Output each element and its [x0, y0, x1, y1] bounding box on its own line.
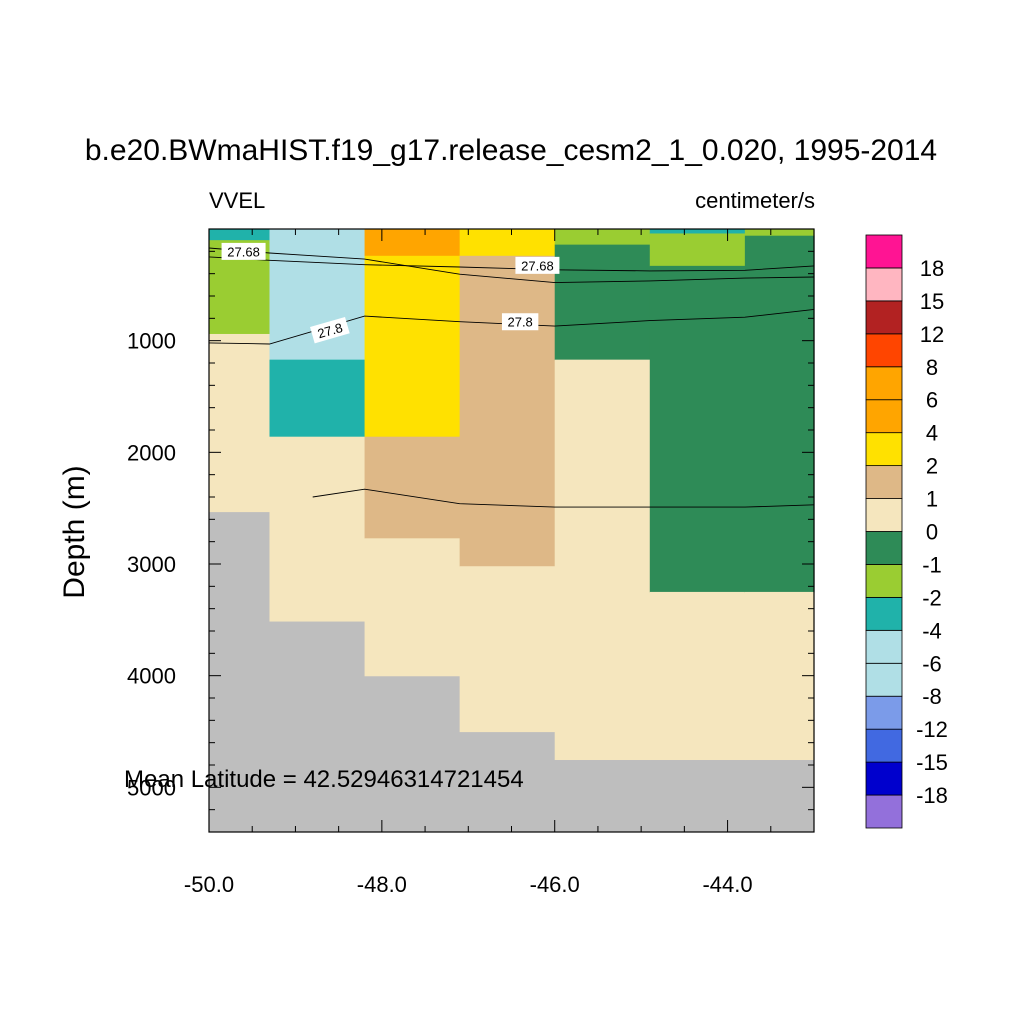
velocity-cell — [554, 244, 651, 361]
velocity-cell — [554, 359, 651, 761]
colorbar-swatch — [865, 761, 903, 796]
colorbar-swatch — [865, 399, 903, 434]
x-tick-label: -48.0 — [357, 872, 407, 897]
colorbar-swatch — [865, 629, 903, 664]
colorbar-swatch — [865, 728, 903, 763]
colorbar-swatch — [865, 300, 903, 335]
x-tick-label: -50.0 — [184, 872, 234, 897]
contour-label-box — [310, 316, 350, 344]
velocity-cell — [364, 255, 461, 438]
colorbar-label: -15 — [916, 750, 948, 775]
colorbar-label: 2 — [926, 454, 938, 479]
axes-frame: -50.0 -48.0 -46.0 -44.0 1000 2000 3000 4000 5000 — [127, 228, 815, 897]
colorbar-swatch — [865, 695, 903, 730]
colorbar-label: 12 — [920, 322, 944, 347]
mean-latitude-annotation: Mean Latitude = 42.52946314721454 — [124, 766, 524, 793]
x-tick-label: -46.0 — [530, 872, 580, 897]
velocity-cell — [649, 591, 746, 761]
contour-label: 27.68 — [221, 242, 266, 260]
contour-label-box — [515, 256, 560, 274]
colorbar-swatch — [865, 366, 903, 401]
velocity-cell — [459, 229, 556, 257]
density-contour-line — [208, 247, 815, 284]
contour-label-text: 27.68 — [227, 244, 260, 259]
contour-labels: 27.68 27.68 27.8 27.8 — [221, 242, 560, 344]
colorbar-label: -2 — [922, 585, 942, 610]
colorbar-label: -6 — [922, 651, 942, 676]
velocity-cell — [269, 436, 366, 622]
y-tick-label: 2000 — [127, 440, 176, 465]
velocity-cell — [459, 255, 556, 567]
colorbar-label: -18 — [916, 783, 948, 808]
colorbar-swatch — [865, 662, 903, 697]
velocity-cell — [649, 233, 746, 267]
contour-label-text: 27.8 — [507, 315, 532, 330]
colorbar-label: -1 — [922, 552, 942, 577]
density-contour-line — [312, 488, 815, 508]
colorbar-label: 4 — [926, 421, 938, 446]
colorbar-swatch — [865, 234, 903, 269]
variable-name: VVEL — [209, 188, 265, 213]
velocity-cell — [209, 333, 271, 513]
velocity-cell — [459, 566, 556, 733]
velocity-cell — [209, 229, 271, 241]
contour-label-box — [501, 313, 539, 331]
colorbar-swatch — [865, 432, 903, 467]
velocity-cell — [744, 235, 815, 593]
colorbar-label: -8 — [922, 684, 942, 709]
contour-label: 27.8 — [310, 316, 350, 344]
x-tick-label: -44.0 — [702, 872, 752, 897]
velocity-cell — [554, 229, 651, 246]
velocity-cell — [744, 229, 815, 237]
colorbar-swatch — [865, 564, 903, 598]
colorbar-swatch — [865, 498, 903, 532]
y-tick-label: 1000 — [127, 329, 176, 354]
y-tick-label: 5000 — [127, 775, 176, 800]
contour-label-text: 27.68 — [521, 258, 554, 273]
colorbar-swatch — [865, 333, 903, 368]
colorbar-swatch — [865, 465, 903, 499]
contour-label: 27.68 — [515, 256, 560, 274]
colorbar-label: -4 — [922, 618, 942, 643]
velocity-cell — [649, 265, 746, 593]
colorbar-swatch — [865, 596, 903, 631]
colorbar-label: 15 — [920, 289, 944, 314]
units-label: centimeter/s — [695, 188, 815, 213]
y-tick-label: 4000 — [127, 664, 176, 689]
colorbar-label: 6 — [926, 388, 938, 413]
colorbar-label: -12 — [916, 717, 948, 742]
colorbar-swatch — [865, 267, 903, 302]
colorbar-swatch — [865, 794, 903, 829]
colorbar-label: 8 — [926, 355, 938, 380]
y-axis-label: Depth (m) — [58, 465, 91, 598]
velocity-cell — [364, 229, 461, 257]
density-contour-line — [208, 256, 815, 272]
colorbar-label: 1 — [926, 487, 938, 512]
contour-label: 27.8 — [501, 313, 539, 331]
colorbar-label: 18 — [920, 256, 944, 281]
velocity-cell — [649, 229, 746, 235]
velocity-cell — [269, 359, 366, 438]
y-tick-label: 3000 — [127, 552, 176, 577]
velocity-cell — [364, 436, 461, 539]
velocity-cell — [364, 538, 461, 677]
colorbar-label: 0 — [926, 520, 938, 545]
contour-label-box — [221, 242, 266, 260]
chart-title: b.e20.BWmaHIST.f19_g17.release_cesm2_1_0… — [85, 134, 937, 167]
colorbar-swatch — [865, 531, 903, 565]
contour-label-text: 27.8 — [316, 320, 344, 341]
